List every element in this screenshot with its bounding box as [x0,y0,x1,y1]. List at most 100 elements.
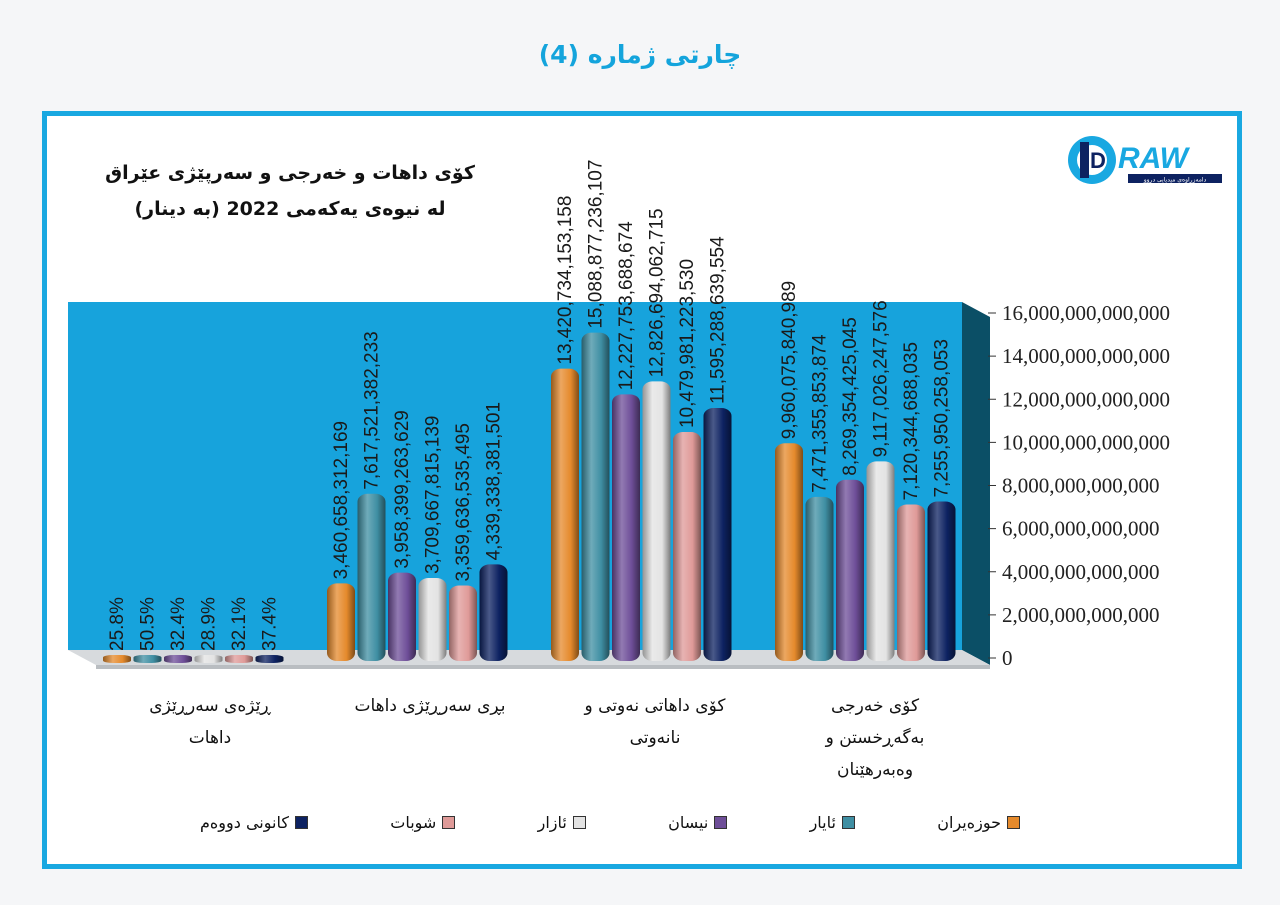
bar-data-label: 4,339,338,381,501 [484,402,505,561]
legend-swatch [572,815,586,829]
bar-data-label: 28.9% [199,597,220,651]
bar [927,501,956,661]
bar-data-label: 7,617,521,382,233 [362,331,383,490]
legend-swatch [294,815,308,829]
bar [194,655,223,663]
y-tick-label: 2,000,000,000,000 [1002,603,1160,627]
legend-item: حوزەیران [937,813,1020,832]
chart-side-wall [962,302,990,665]
bar-data-label: 9,117,026,247,576 [871,300,892,457]
bar [225,655,253,663]
y-tick-label: 0 [1002,646,1013,670]
category-label-4-line-3: وەبەرهێنان [836,760,914,780]
bar [866,461,895,661]
chart-title-line-2: لە نیوەی یەکەمی 2022 (بە دینار) [134,198,446,220]
bar-data-label: 3,709,667,815,139 [423,416,444,575]
bar-data-label: 37.4% [260,597,281,651]
legend-swatch [714,815,728,829]
bar [581,332,610,661]
legend-item: شوبات [390,812,456,832]
legend-label: ئایار [809,812,836,832]
bar [327,583,355,661]
bar [805,496,834,661]
category-label-2: بڕی سەرڕێژی داهات [320,690,540,722]
legend-swatch [1007,815,1020,829]
bar-data-label: 32.1% [229,597,250,651]
bar-data-label: 7,120,344,688,035 [901,342,922,501]
category-label-3-line-2: نانەوتی [629,728,681,748]
legend-label: شوبات [390,812,437,832]
bar-data-label: 50.5% [138,597,159,651]
bar-data-label: 13,420,734,153,158 [555,196,576,365]
legend-label: کانونی دووەم [200,812,289,832]
bar-data-label: 3,359,636,535,495 [453,423,474,582]
y-tick-label: 10,000,000,000,000 [1002,430,1170,454]
bar-data-label: 12,227,753,688,674 [616,221,637,390]
bar [418,578,447,661]
y-tick-label: 4,000,000,000,000 [1002,560,1160,584]
page-title: چارتی ژمارە (4) [538,40,742,69]
legend-item: نیسان [668,812,728,832]
category-label-3-line-1: کۆی داهاتی نەوتی و [584,696,726,716]
logo-tagline: دامەزراوەی میدیایی دروو [1143,177,1207,184]
chart-title-line-1: کۆی داهات و خەرجی و سەرپێژی عێراق [105,162,475,184]
bar-data-label: 11,595,288,639,554 [708,236,729,404]
bar-data-label: 7,255,950,258,053 [932,339,953,498]
bar [479,564,508,661]
y-tick-label: 14,000,000,000,000 [1002,344,1170,368]
legend-label: ئازار [537,812,567,832]
y-tick-label: 16,000,000,000,000 [1002,301,1170,325]
bar-data-label: 25.8% [107,597,128,651]
y-tick-label: 6,000,000,000,000 [1002,517,1160,541]
bar-data-label: 12,826,694,062,715 [647,208,668,377]
y-tick-label: 12,000,000,000,000 [1002,387,1170,411]
category-label-1-line-1: ڕێژەی سەرڕێژی [149,696,271,716]
bar [164,655,192,663]
bar-data-label: 9,960,075,840,989 [779,281,800,440]
bar-data-label: 3,460,658,312,169 [331,421,352,580]
bar [103,655,131,663]
bar [388,572,416,661]
bar [551,368,579,661]
legend-swatch [841,815,855,829]
bar [612,394,640,661]
chart-title: کۆی داهات و خەرجی و سەرپێژی عێراق لە نیو… [60,155,520,227]
category-label-1-line-2: داهات [188,728,232,748]
category-label-1: ڕێژەی سەرڕێژی داهات [100,690,320,754]
bar [357,493,386,661]
chart-floor-edge [96,665,990,669]
draw-logo-mark: D RAW دامەزراوەی میدیایی دروو [1068,136,1222,184]
category-label-3: کۆی داهاتی نەوتی و نانەوتی [545,690,765,754]
bar [133,655,162,663]
logo-letter: D [1090,148,1106,173]
legend-swatch [442,815,456,829]
category-label-4-line-2: بەگەڕخستن و [825,728,925,748]
bar [775,443,803,661]
legend-item: کانونی دووەم [200,813,308,832]
category-label-4-line-1: کۆی خەرجی [830,696,920,716]
logo-text: RAW [1118,142,1191,175]
legend-item: ئایار [810,813,855,832]
category-label-2-line-1: بڕی سەرڕێژی داهات [354,696,506,716]
bar-data-label: 10,479,981,223,530 [677,259,698,428]
legend-item: ئازار [538,813,586,832]
bar [449,585,477,661]
draw-logo: D RAW دامەزراوەی میدیایی دروو [1066,130,1226,190]
bar-data-label: 8,269,354,425,045 [840,317,861,476]
bar [255,655,284,663]
legend-label: نیسان [668,812,709,832]
bar-data-label: 3,958,399,263,629 [392,410,413,569]
chart-legend: حوزەیران ئایار نیسان ئازار شوبات کانونی … [200,807,1020,837]
bar [836,479,864,661]
chart-floor [68,650,990,665]
bar [673,432,701,661]
bar-data-label: 15,088,877,236,107 [586,160,607,329]
category-label-4: کۆی خەرجی بەگەڕخستن و وەبەرهێنان [765,690,985,786]
bar-data-label: 7,471,355,853,874 [810,334,831,493]
bar-data-label: 32.4% [168,597,189,651]
bar [897,504,925,661]
legend-label: حوزەیران [937,812,1001,832]
bar [703,407,732,661]
y-tick-label: 8,000,000,000,000 [1002,474,1160,498]
